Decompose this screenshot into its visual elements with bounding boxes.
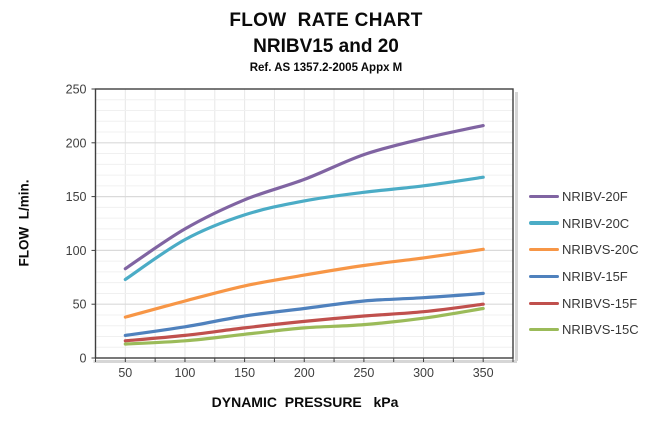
legend-label: NRIBVS-20C [562,242,639,258]
legend-item-NRIBV-20C: NRIBV-20C [529,210,639,237]
legend-swatch-NRIBVS-20C [529,248,559,252]
legend-swatch-NRIBVS-15F [529,301,559,305]
legend-item-NRIBVS-15C: NRIBVS-15C [529,316,639,343]
chart-reference: Ref. AS 1357.2-2005 Appx M [249,62,403,74]
y-tick-label: 250 [66,83,87,97]
x-tick-label: 300 [413,366,434,380]
legend-swatch-NRIBV-15F [529,274,559,278]
y-tick-label: 150 [66,190,87,204]
x-tick-label: 250 [353,366,374,380]
x-tick-label: 100 [175,366,196,380]
x-tick-label: 150 [234,366,255,380]
legend-label: NRIBV-20F [562,188,628,204]
series-line-NRIBVS-15F [123,302,485,343]
legend-label: NRIBVS-15C [562,322,639,338]
series-line-NRIBVS-15C [123,306,485,346]
legend-label: NRIBV-15F [562,268,628,284]
series-line-NRIBV-15F [123,291,485,338]
series-line-NRIBV-20C [123,175,485,282]
x-tick-label: 200 [294,366,315,380]
legend-item-NRIBVS-20C: NRIBVS-20C [529,236,639,263]
chart-title: FLOW RATE CHART [229,10,423,31]
legend-item-NRIBVS-15F: NRIBVS-15F [529,290,639,317]
legend-swatch-NRIBVS-15C [529,328,559,332]
legend-swatch-NRIBV-20C [529,221,559,225]
legend-swatch-NRIBV-20F [529,194,559,198]
legend: NRIBV-20F NRIBV-20C NRIBVS-20C NRIBV-15F NRI… [529,183,639,343]
x-tick-label: 350 [473,366,494,380]
legend-label: NRIBV-20C [562,215,630,231]
legend-item-NRIBV-15F: NRIBV-15F [529,263,639,290]
series-line-NRIBVS-20C [123,247,485,319]
y-tick-label: 100 [66,244,87,258]
chart-subtitle: NRIBV15 and 20 [253,36,399,57]
x-tick-label: 50 [118,366,132,380]
series-line-NRIBV-20F [123,124,485,271]
y-tick-label: 50 [73,298,87,312]
legend-label: NRIBVS-15F [562,295,638,311]
chart-header: FLOW RATE CHART NRIBV15 and 20 Ref. AS 1… [0,10,652,74]
y-tick-label: 200 [66,136,87,150]
legend-item-NRIBV-20F: NRIBV-20F [529,183,639,210]
y-tick-label: 0 [80,352,87,366]
x-axis-title: DYNAMIC PRESSURE kPa [211,394,399,410]
